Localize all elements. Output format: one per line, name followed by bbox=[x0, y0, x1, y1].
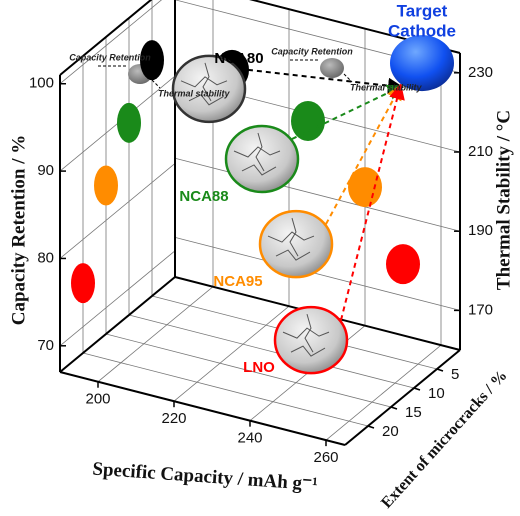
projection-icon bbox=[320, 58, 344, 78]
annotation: Thermal stability bbox=[350, 82, 423, 92]
target-sphere bbox=[390, 35, 454, 92]
x-tick-label: 240 bbox=[237, 430, 262, 447]
retention-projection bbox=[94, 165, 118, 206]
trend-arrow bbox=[340, 83, 405, 321]
y-tick-label: 80 bbox=[37, 249, 54, 266]
x-tick-label: 220 bbox=[161, 410, 186, 427]
y-tick-label: 100 bbox=[29, 75, 54, 92]
crack-lines bbox=[180, 62, 228, 106]
x-tick-label: 200 bbox=[85, 391, 110, 408]
grid-line bbox=[82, 352, 369, 427]
crack-lines bbox=[233, 132, 281, 176]
annotation: Thermal stability bbox=[158, 88, 231, 98]
y2-axis-title: Thermal Stability / °C bbox=[493, 110, 514, 290]
retention-projection bbox=[71, 263, 95, 304]
grid-line bbox=[174, 237, 461, 311]
grid-line bbox=[59, 0, 162, 85]
x-tick-label: 260 bbox=[313, 449, 338, 466]
axis-line bbox=[59, 276, 176, 373]
tick-mark bbox=[436, 368, 444, 372]
y2-tick-label: 210 bbox=[468, 143, 493, 160]
y-axis-title: Capacity Retention / % bbox=[8, 135, 29, 326]
annotation: Capacity Retention bbox=[271, 46, 353, 56]
crack-lines bbox=[282, 313, 330, 357]
x-axis-title: Specific Capacity / mAh g⁻¹ bbox=[92, 459, 319, 496]
trend-arrow bbox=[238, 67, 404, 94]
grid-line bbox=[325, 344, 442, 441]
particle-sphere bbox=[224, 124, 300, 194]
series-label: NCA95 bbox=[213, 273, 262, 290]
y2-tick-label: 190 bbox=[468, 222, 493, 239]
y2-tick-label: 170 bbox=[468, 301, 493, 318]
series-label: LNO bbox=[243, 359, 275, 376]
series-label: NCA88 bbox=[179, 188, 228, 205]
axis-line bbox=[59, 371, 346, 446]
grid-line bbox=[128, 314, 415, 389]
z-tick-label: 10 bbox=[428, 385, 445, 402]
grid-line bbox=[173, 305, 290, 402]
annotation-arrow bbox=[343, 73, 353, 83]
axis-line bbox=[344, 349, 461, 446]
y-tick-label: 90 bbox=[37, 162, 54, 179]
tick-mark bbox=[413, 387, 421, 391]
y-tick-label: 70 bbox=[37, 337, 54, 354]
retention-projection bbox=[140, 40, 164, 81]
z-tick-label: 15 bbox=[405, 404, 422, 421]
retention-projection bbox=[117, 102, 141, 143]
crack-lines bbox=[267, 217, 315, 261]
trend-arrow bbox=[325, 83, 402, 225]
z-tick-label: 5 bbox=[451, 366, 459, 383]
z-tick-label: 20 bbox=[382, 423, 399, 440]
thermal-projection bbox=[291, 100, 325, 141]
grid-line bbox=[97, 286, 214, 383]
axis-line bbox=[59, 0, 153, 76]
marks bbox=[71, 35, 454, 375]
series-label: NCA80 bbox=[214, 50, 263, 67]
target-label: Cathode bbox=[388, 21, 456, 40]
annotation-arrow bbox=[151, 79, 161, 89]
particle-sphere bbox=[258, 209, 334, 279]
particle-sphere bbox=[273, 305, 349, 375]
particle-sphere bbox=[171, 54, 247, 124]
thermal-projection bbox=[386, 244, 420, 285]
thermal-projection bbox=[348, 167, 382, 208]
grid-line bbox=[105, 333, 392, 408]
grid-line bbox=[59, 250, 176, 347]
tick-mark bbox=[390, 406, 398, 410]
grid-line bbox=[174, 157, 461, 232]
tick-mark bbox=[367, 425, 375, 429]
target-label: Target bbox=[397, 1, 448, 20]
grid-line bbox=[59, 163, 176, 259]
y2-tick-label: 230 bbox=[468, 64, 493, 81]
annotation: Capacity Retention bbox=[69, 52, 151, 62]
trend-arrow bbox=[291, 85, 404, 140]
